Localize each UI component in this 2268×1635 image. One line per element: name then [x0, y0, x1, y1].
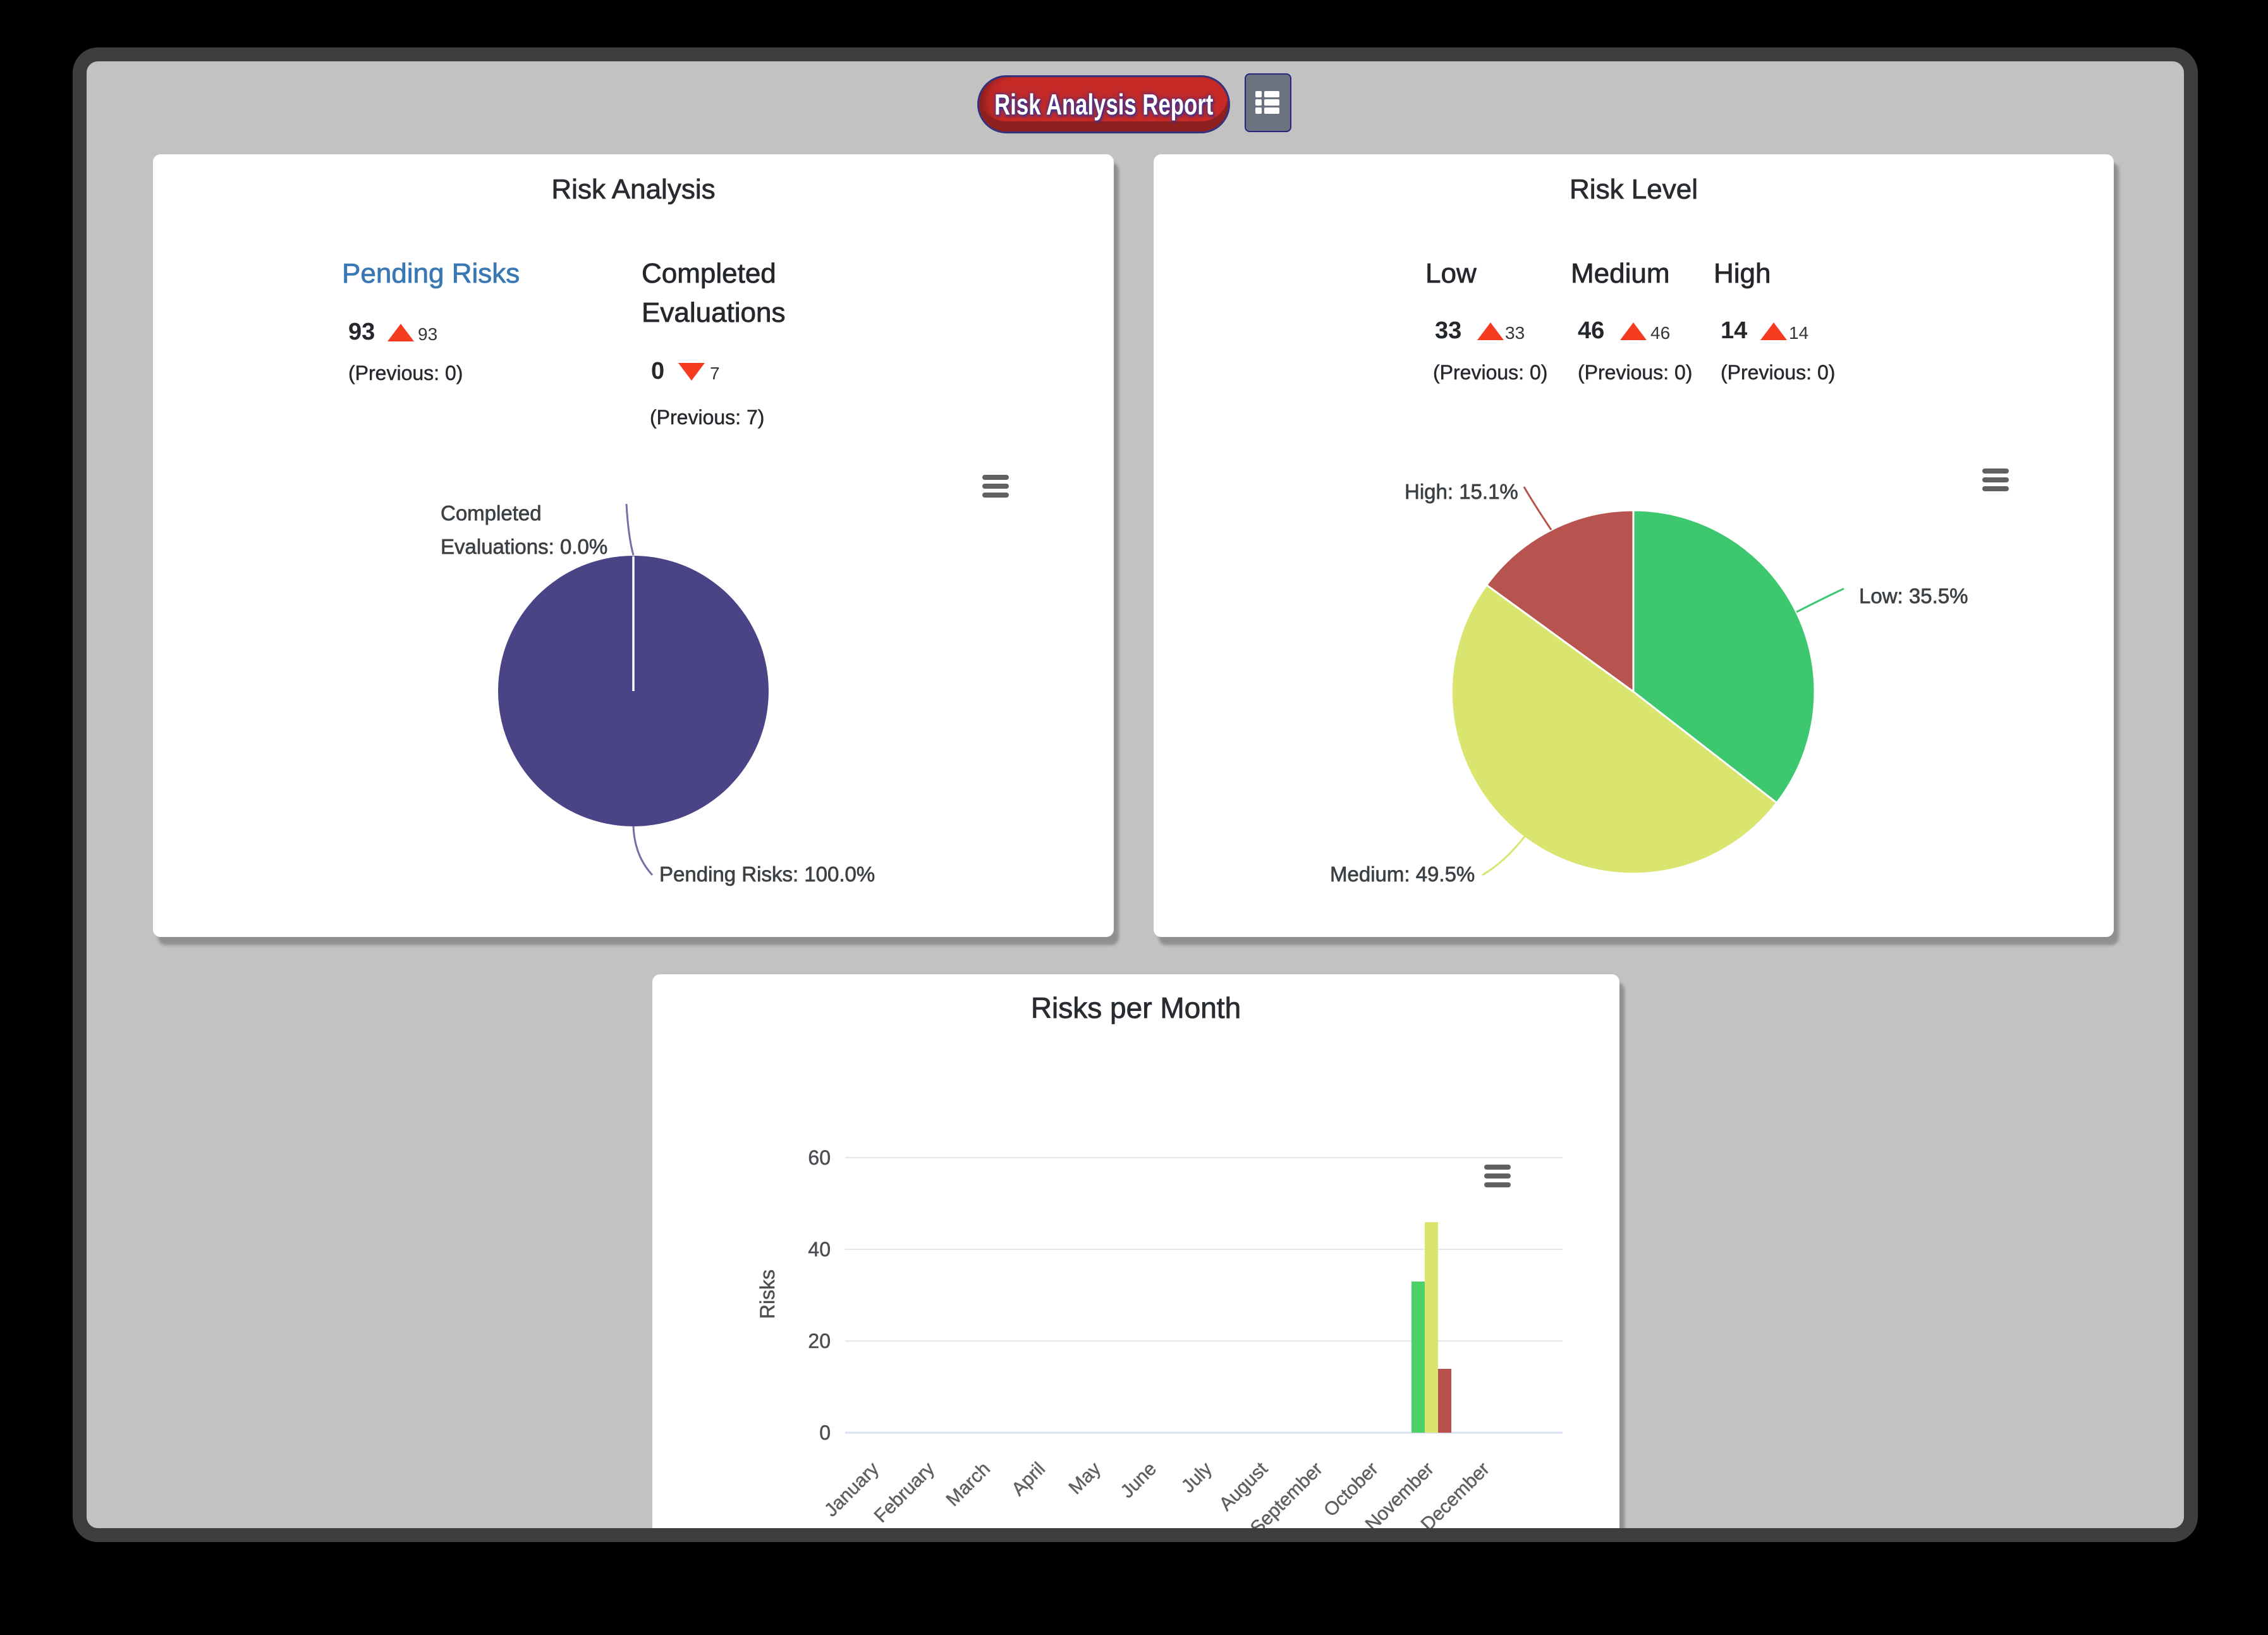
- svg-text:March: March: [942, 1459, 994, 1510]
- svg-text:Risks: Risks: [756, 1270, 779, 1319]
- svg-text:April: April: [1008, 1459, 1049, 1500]
- svg-text:July: July: [1178, 1459, 1216, 1497]
- svg-text:60: 60: [808, 1146, 831, 1169]
- svg-text:May: May: [1065, 1459, 1105, 1498]
- svg-text:June: June: [1117, 1459, 1161, 1502]
- svg-text:20: 20: [808, 1330, 831, 1352]
- svg-text:40: 40: [808, 1238, 831, 1261]
- svg-text:February: February: [870, 1459, 939, 1527]
- svg-text:0: 0: [819, 1421, 831, 1444]
